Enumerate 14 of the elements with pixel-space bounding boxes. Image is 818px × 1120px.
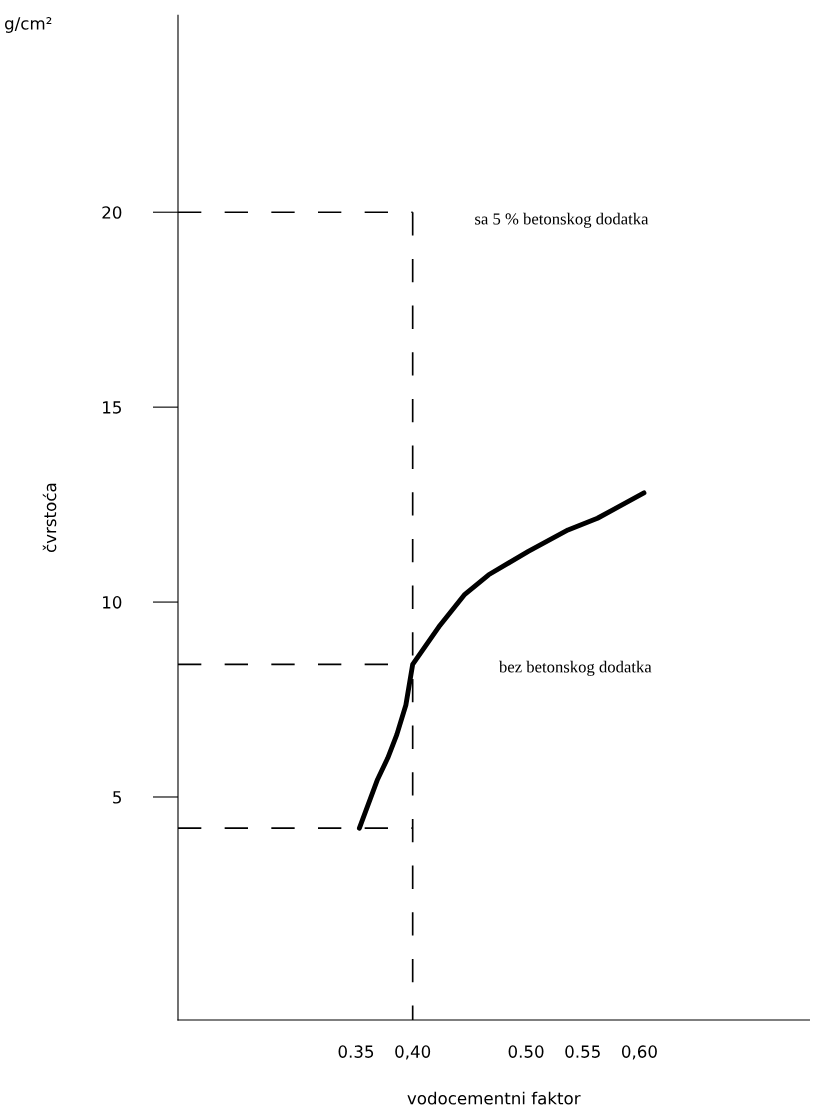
- y-tick-label: 20: [102, 206, 122, 219]
- y-tick-label: 10: [103, 596, 122, 609]
- x-tick-label: 0.50: [508, 1045, 544, 1058]
- x-tick-label: 0.35: [338, 1045, 374, 1058]
- y-axis-title: čvrstoća: [42, 483, 57, 553]
- y-tick-label: 5: [113, 791, 121, 804]
- x-tick-label: 0.55: [565, 1045, 600, 1058]
- annotation: sa 5 % betonskog dodatka: [475, 212, 649, 228]
- x-axis-title: vodocementni faktor: [407, 1091, 581, 1105]
- y-tick-label: 15: [103, 401, 121, 414]
- text: g/cm²: [5, 17, 52, 33]
- x-tick-label: 0,40: [395, 1045, 431, 1060]
- annotation: bez betonskog dodatka: [498, 660, 652, 676]
- x-tick-label: 0,60: [621, 1045, 657, 1060]
